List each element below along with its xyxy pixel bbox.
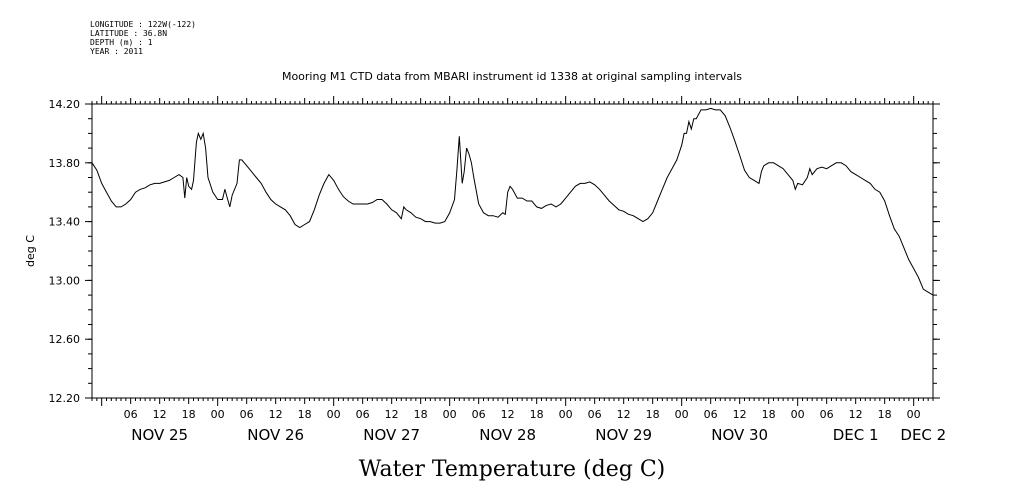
- x-axis-ticks: 06 12 18 00 06 12 18 00 06 12 18 00 06 12 18 00 06 12 18 00…: [91, 96, 946, 444]
- x-hour-label: 18: [762, 408, 776, 421]
- x-hour-label: 00: [443, 408, 457, 421]
- y-tick-label: 12.60: [49, 333, 81, 346]
- x-hour-label: 00: [327, 408, 341, 421]
- y-axis-label: deg C: [24, 235, 37, 267]
- y-axis-ticks: 14.20 13.80 13.40 13.00 12.60 12.20: [49, 98, 940, 405]
- x-hour-label: 00: [791, 408, 805, 421]
- y-tick-label: 13.40: [49, 216, 81, 229]
- x-hour-label: 06: [704, 408, 718, 421]
- year-label: YEAR : 2011: [90, 47, 143, 56]
- x-hour-label: 18: [530, 408, 544, 421]
- x-hour-label: 18: [414, 408, 428, 421]
- x-hour-label: 18: [298, 408, 312, 421]
- longitude-label: LONGITUDE : 122W(-122): [90, 20, 196, 29]
- x-hour-label: 12: [385, 408, 399, 421]
- x-hour-label: 06: [588, 408, 602, 421]
- x-hour-label: 06: [472, 408, 486, 421]
- x-hour-label: 12: [153, 408, 167, 421]
- x-hour-label: 00: [559, 408, 573, 421]
- x-hour-label: 18: [646, 408, 660, 421]
- x-hour-label: 12: [733, 408, 747, 421]
- x-hour-label: 18: [878, 408, 892, 421]
- x-day-label: NOV 30: [711, 426, 768, 444]
- x-hour-label: 00: [675, 408, 689, 421]
- x-hour-label: 00: [907, 408, 921, 421]
- temperature-series-line: [91, 107, 934, 296]
- x-day-label: NOV 29: [595, 426, 652, 444]
- plot-frame: [91, 103, 934, 399]
- x-hour-label: 12: [269, 408, 283, 421]
- x-day-label: DEC 1: [833, 426, 879, 444]
- x-day-label: DEC 2: [900, 426, 946, 444]
- x-day-label: NOV 25: [131, 426, 188, 444]
- x-hour-label: 06: [240, 408, 254, 421]
- x-hour-label: 12: [849, 408, 863, 421]
- x-day-label: NOV 26: [247, 426, 304, 444]
- x-day-label: NOV 27: [363, 426, 420, 444]
- x-day-label: NOV 28: [479, 426, 536, 444]
- y-tick-label: 13.80: [49, 157, 81, 170]
- x-hour-label: 12: [617, 408, 631, 421]
- series-group: [91, 107, 934, 296]
- y-tick-label: 12.20: [49, 392, 81, 405]
- metadata-block: LONGITUDE : 122W(-122) LATITUDE : 36.8N …: [90, 20, 196, 56]
- x-hour-label: 06: [820, 408, 834, 421]
- depth-label: DEPTH (m) : 1: [90, 38, 153, 47]
- x-hour-label: 18: [182, 408, 196, 421]
- latitude-label: LATITUDE : 36.8N: [90, 29, 168, 38]
- plot-axes: [91, 103, 934, 399]
- y-tick-label: 13.00: [49, 274, 81, 287]
- x-hour-label: 06: [356, 408, 370, 421]
- x-hour-label: 12: [501, 408, 515, 421]
- x-hour-label: 00: [211, 408, 225, 421]
- x-axis-label: Water Temperature (deg C): [359, 457, 666, 482]
- chart-title: Mooring M1 CTD data from MBARI instrumen…: [282, 70, 742, 83]
- x-hour-label: 06: [124, 408, 138, 421]
- y-tick-label: 14.20: [49, 98, 81, 111]
